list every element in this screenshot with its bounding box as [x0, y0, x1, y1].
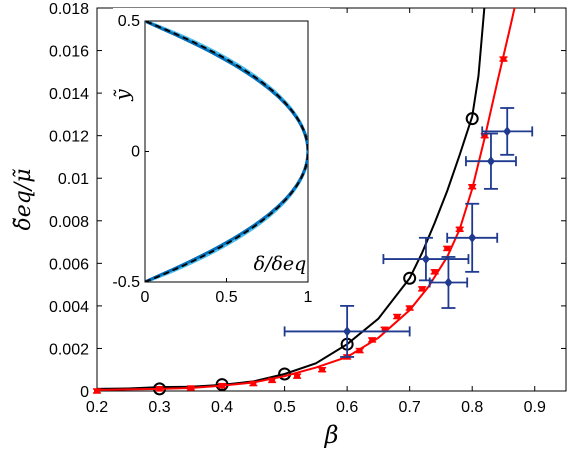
- red-square-point: [406, 305, 413, 311]
- red-square-point: [156, 386, 163, 392]
- inset-y-tick-label: 0: [131, 144, 140, 161]
- red-square-point: [481, 133, 488, 139]
- blue-errorbar-point: [465, 132, 517, 190]
- red-square-point: [250, 381, 257, 387]
- y-tick-label: 0.012: [49, 129, 89, 146]
- open-circle-point: [403, 271, 417, 285]
- inset-y-tick-label: -0.5: [112, 274, 140, 291]
- main-y-axis-label: δ̃eq/μ̃: [11, 168, 36, 230]
- x-tick-label: 0.9: [524, 399, 546, 416]
- inset-dashed-profile: [145, 21, 308, 282]
- main-y-ticks: 0 0.002 0.004 0.006 0.008 0.01 0.012 0.014 0.016…: [49, 1, 566, 401]
- y-tick-label: 0.006: [49, 256, 89, 273]
- inset-background: [113, 8, 330, 318]
- y-tick-label: 0.008: [49, 214, 89, 231]
- inset-y-axis-label-text: ỹ: [110, 89, 134, 102]
- blue-errorbar-point: [428, 256, 469, 309]
- red-square-point: [394, 314, 401, 320]
- red-square-point: [419, 286, 426, 292]
- main-series: [93, 8, 534, 396]
- y-tick-label: 0.002: [49, 341, 89, 358]
- y-tick-label: 0.018: [49, 1, 89, 18]
- blue-diamond-marker: [343, 326, 352, 337]
- blue-diamond-marker: [444, 277, 453, 288]
- x-tick-label: 0.6: [336, 399, 358, 416]
- red-square-point: [444, 245, 451, 251]
- inset-y-axis-label: ỹ: [110, 89, 134, 102]
- x-tick-label: 0.5: [273, 399, 295, 416]
- open-circle-point: [465, 112, 479, 126]
- y-tick-label: 0.004: [49, 299, 89, 316]
- inset-y-ticks: -0.5 0 0.5: [112, 13, 149, 291]
- y-tick-label: 0.016: [49, 44, 89, 61]
- red-square-point: [94, 388, 100, 394]
- inset-x-tick-label: 0.5: [215, 289, 237, 306]
- x-tick-label: 0.3: [148, 399, 170, 416]
- main-plot-axes: 0.2 0.3 0.4 0.5 0.6 0.7 0.8 0.9 0 0.002 0.004 0.00…: [11, 1, 567, 449]
- x-tick-label: 0.8: [461, 399, 483, 416]
- blue-diamond-marker: [503, 126, 512, 137]
- red-fit-curve: [97, 8, 516, 391]
- x-tick-label: 0.2: [86, 399, 108, 416]
- inset-plot: 0 0.5 1 -0.500.5 δ/δeq ỹ: [110, 8, 330, 318]
- red-square-point: [356, 348, 363, 354]
- inset-x-ticks: 0 0.5 1: [141, 278, 313, 306]
- blue-diamond-marker: [421, 254, 430, 265]
- inset-x-axis-label: δ/δeq: [254, 253, 307, 275]
- main-x-axis-label: β: [324, 421, 339, 449]
- blue-diamond-marker: [486, 156, 495, 167]
- inset-series: [145, 21, 308, 282]
- blue-errorbar-point: [481, 107, 534, 156]
- red-square-point: [187, 385, 194, 391]
- inset-x-tick-label: 0: [141, 289, 150, 306]
- x-axis-label-text: β: [324, 421, 339, 449]
- inset-profile-curve: [145, 21, 308, 282]
- x-tick-label: 0.7: [399, 399, 421, 416]
- y-tick-label: 0: [80, 384, 89, 401]
- inset-y-tick-label: 0.5: [118, 13, 140, 30]
- red-square-point: [294, 373, 301, 379]
- red-square-point: [431, 269, 438, 275]
- blue-errorbar-point: [446, 202, 499, 273]
- red-square-point: [469, 184, 476, 190]
- y-tick-label: 0.014: [49, 86, 89, 103]
- inset-x-tick-label: 1: [304, 289, 313, 306]
- y-tick-label: 0.01: [58, 171, 89, 188]
- y-axis-label-text: δ̃eq/μ̃: [11, 168, 36, 230]
- red-square-point: [381, 326, 388, 332]
- red-square-point: [319, 367, 326, 373]
- blue-diamond-marker: [468, 232, 477, 243]
- red-square-point: [456, 226, 463, 232]
- main-plot-frame: [96, 7, 567, 392]
- red-square-point: [369, 337, 376, 343]
- red-square-point: [219, 383, 226, 389]
- blue-errorbar-point: [283, 304, 411, 358]
- main-x-ticks: 0.2 0.3 0.4 0.5 0.6 0.7 0.8 0.9: [86, 8, 546, 416]
- x-tick-label: 0.4: [211, 399, 233, 416]
- red-square-point: [269, 377, 276, 383]
- inset-x-axis-label-text: δ/δeq: [254, 253, 307, 275]
- blue-errorbar-point: [382, 236, 470, 282]
- red-square-point: [500, 56, 507, 62]
